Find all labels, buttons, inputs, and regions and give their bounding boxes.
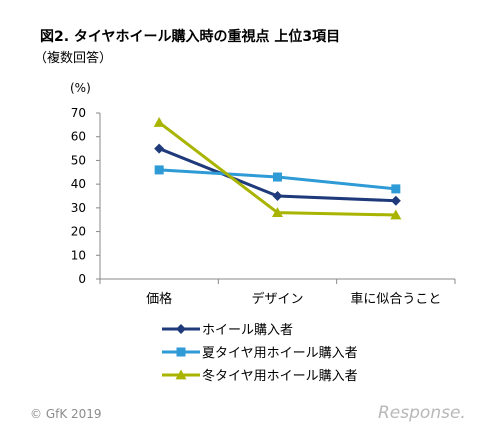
y-tick-label: 50 (71, 153, 86, 167)
chart-subtitle: （複数回答） (34, 50, 112, 66)
data-point (154, 165, 164, 175)
legend-label: 冬タイヤ用ホイール購入者 (202, 368, 358, 384)
watermark-logo: Response. (378, 403, 466, 423)
data-point (390, 209, 402, 220)
y-axis-unit: (%) (70, 81, 91, 95)
legend-marker (176, 347, 186, 357)
chart-title: 図2. タイヤホイール購入時の重視点 上位3項目 (40, 28, 340, 45)
y-tick-label: 0 (78, 272, 86, 286)
data-point (272, 191, 283, 201)
series-lines (153, 116, 402, 220)
y-tick-label: 40 (71, 177, 86, 191)
data-point (391, 184, 401, 194)
data-point (153, 116, 165, 127)
legend-label: ホイール購入者 (202, 323, 293, 338)
data-point (272, 207, 283, 217)
data-point (154, 143, 165, 154)
x-category-labels: 価格 デザイン 車に似合うこと (146, 291, 441, 307)
x-category-label: デザイン (251, 291, 303, 307)
y-tick-label: 10 (71, 248, 86, 262)
y-tick-label: 70 (71, 106, 86, 120)
x-category-label: 価格 (146, 291, 172, 307)
axes (96, 112, 456, 284)
y-tick-label: 30 (71, 201, 86, 215)
x-category-label: 車に似合うこと (350, 292, 441, 307)
y-tick-label: 60 (71, 130, 86, 144)
data-point (273, 172, 282, 182)
legend-marker (176, 324, 186, 334)
y-tick-labels: 0 10 20 30 40 50 60 70 (71, 106, 86, 286)
legend-label: 夏タイヤ用ホイール購入者 (202, 346, 358, 361)
y-tick-label: 20 (71, 225, 86, 239)
series-line (158, 121, 396, 217)
data-point (390, 195, 401, 206)
legend-marker (175, 369, 187, 380)
copyright: © GfK 2019 (30, 407, 102, 421)
